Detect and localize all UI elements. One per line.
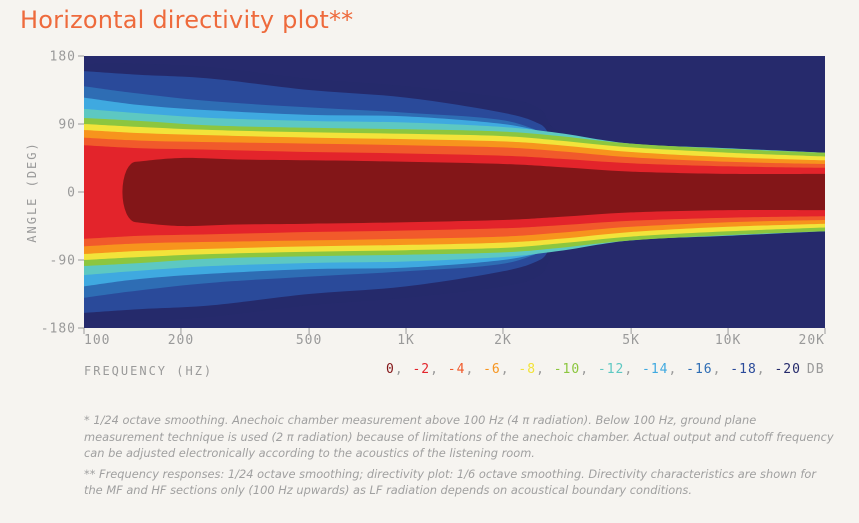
x-tick-label: 100 xyxy=(84,333,110,348)
legend-level: -6 xyxy=(483,362,501,377)
footnote-2: ** Frequency responses: 1/24 octave smoo… xyxy=(84,466,816,498)
y-tick-label: 0 xyxy=(67,186,76,201)
y-axis-label: ANGLE (DEG) xyxy=(25,141,39,242)
x-tick-label: 2K xyxy=(494,333,512,348)
legend-level: -10 xyxy=(553,362,581,377)
legend-level: -20 xyxy=(774,362,801,377)
x-tick-label: 1K xyxy=(397,333,415,348)
x-tick-label: 5K xyxy=(622,333,640,348)
footnote-1: * 1/24 octave smoothing. Anechoic chambe… xyxy=(84,413,834,460)
footnotes: * 1/24 octave smoothing. Anechoic chambe… xyxy=(84,412,834,503)
y-tick-label: 180 xyxy=(50,50,76,65)
legend-level: -14 xyxy=(642,362,669,377)
y-tick-label: 90 xyxy=(58,118,76,133)
legend-level: -2 xyxy=(412,362,431,377)
x-tick-label: 500 xyxy=(296,333,322,348)
legend-unit: DB xyxy=(806,362,825,377)
x-axis-label: FREQUENCY (HZ) xyxy=(84,364,213,378)
y-tick-label: -180 xyxy=(41,322,76,337)
color-legend: 0, -2, -4, -6, -8, -10, -12, -14, -16, -… xyxy=(386,362,825,377)
x-axis-ticks: 100 200 500 1K 2K 5K 10K 20K xyxy=(83,328,826,348)
x-tick-label: 10K xyxy=(715,333,741,348)
legend-level: -18 xyxy=(730,362,757,377)
y-tick-label: -90 xyxy=(50,254,76,269)
legend-level: -12 xyxy=(597,362,625,377)
legend-level: -8 xyxy=(518,362,537,377)
y-axis-ticks: 180 90 0 -90 -180 xyxy=(41,50,84,337)
x-tick-label: 20K xyxy=(799,333,825,348)
x-tick-label: 200 xyxy=(168,333,194,348)
legend-level: -4 xyxy=(447,362,466,377)
legend-level: -16 xyxy=(686,362,713,377)
legend-level: 0 xyxy=(386,362,395,377)
contour-bands xyxy=(84,56,825,328)
contour-band-0 xyxy=(122,157,825,227)
chart-title: Horizontal directivity plot** xyxy=(20,6,354,34)
